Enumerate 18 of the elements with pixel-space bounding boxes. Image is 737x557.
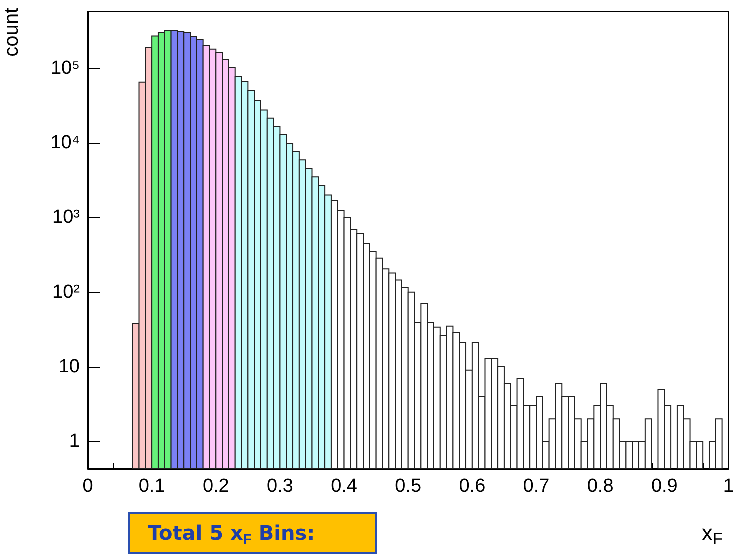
y-tick-label: 10² (52, 282, 80, 303)
x-tick-label: 0.9 (651, 476, 678, 497)
y-tick-label: 10⁴ (50, 132, 80, 154)
x-tick-label: 0.4 (331, 476, 358, 497)
x-tick-label: 0.6 (459, 476, 486, 497)
y-tick-label: 10⁵ (50, 58, 80, 79)
x-tick-label: 0.3 (267, 476, 294, 497)
x-tick-label: 0 (82, 476, 94, 497)
x-tick-label: 0.5 (395, 476, 422, 497)
x-tick-label: 1 (723, 476, 734, 497)
y-axis-title: count (1, 8, 23, 57)
x-tick-label: 0.7 (523, 476, 550, 497)
y-tick-label: 10³ (52, 207, 80, 228)
y-tick-label: 1 (69, 431, 80, 452)
x-tick-label: 0.8 (587, 476, 614, 497)
x-tick-label: 0.1 (138, 476, 166, 497)
x-tick-label: 0.2 (202, 476, 230, 497)
y-tick-label: 10 (58, 356, 80, 378)
